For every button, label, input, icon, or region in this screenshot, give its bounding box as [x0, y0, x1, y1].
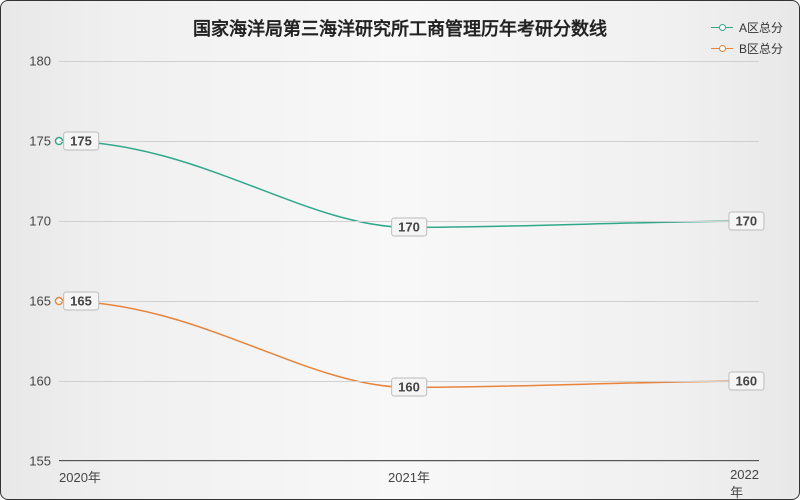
y-tick-label: 175 [29, 134, 51, 149]
legend-item-a: A区总分 [711, 19, 783, 36]
data-label: 170 [391, 218, 427, 237]
gridline [59, 461, 759, 462]
gridline [59, 61, 759, 62]
x-tick-label: 2021年 [388, 467, 430, 486]
data-label: 165 [63, 292, 99, 311]
y-tick-label: 180 [29, 54, 51, 69]
gridline [59, 141, 759, 142]
chart-container: 国家海洋局第三海洋研究所工商管理历年考研分数线 A区总分 B区总分 155 160… [0, 0, 800, 500]
legend-label-b: B区总分 [739, 40, 783, 57]
data-label: 175 [63, 132, 99, 151]
y-tick-label: 165 [29, 294, 51, 309]
series-lines [59, 61, 759, 461]
y-tick-label: 155 [29, 454, 51, 469]
data-label: 170 [728, 212, 764, 231]
legend-label-a: A区总分 [739, 19, 783, 36]
legend-swatch-b [711, 48, 733, 49]
legend-swatch-a [711, 27, 733, 28]
data-label: 160 [391, 378, 427, 397]
series-line [59, 141, 759, 227]
chart-title: 国家海洋局第三海洋研究所工商管理历年考研分数线 [1, 15, 799, 41]
data-label: 160 [728, 372, 764, 391]
x-tick-label: 2022年 [730, 467, 759, 500]
plot-area: 1551601651701751802020年2021年2022年1751701… [59, 61, 759, 461]
y-tick-label: 160 [29, 374, 51, 389]
legend-item-b: B区总分 [711, 40, 783, 57]
series-line [59, 301, 759, 387]
gridline [59, 301, 759, 302]
x-tick-label: 2020年 [59, 467, 101, 486]
legend: A区总分 B区总分 [711, 19, 783, 61]
y-tick-label: 170 [29, 214, 51, 229]
